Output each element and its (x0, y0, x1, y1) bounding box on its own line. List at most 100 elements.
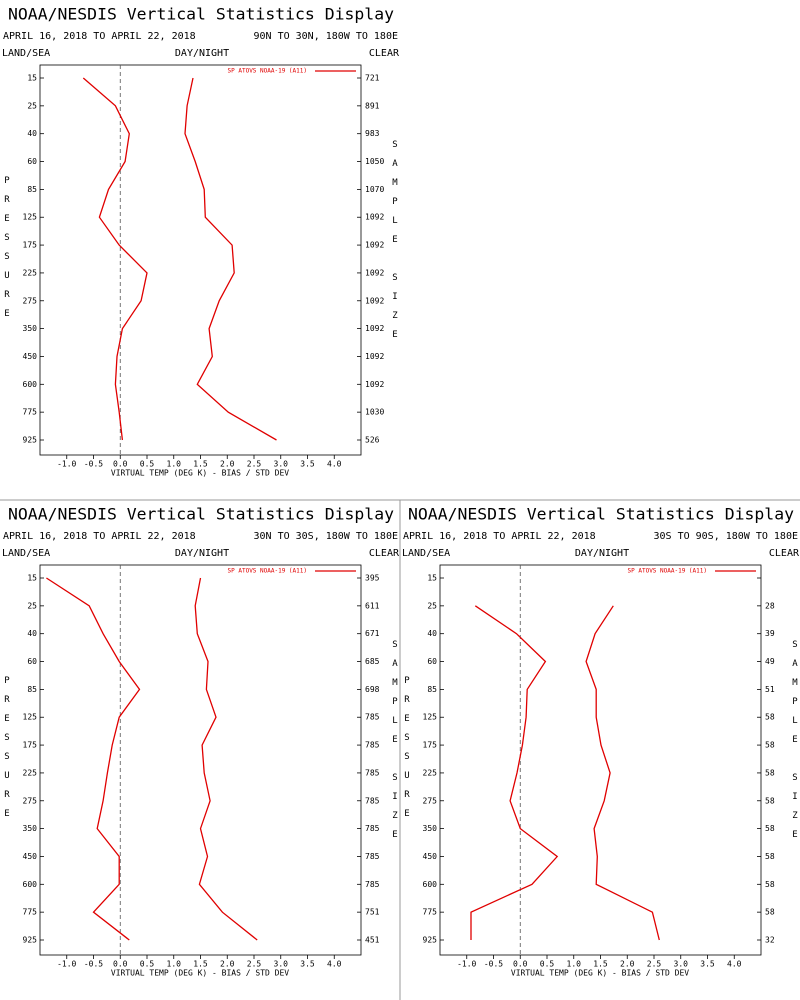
sample-size: 1050 (365, 157, 384, 166)
pressure-label: 25 (27, 101, 37, 110)
pressure-label: 25 (427, 601, 437, 610)
pressure-label: 350 (423, 824, 438, 833)
profile-line (82, 77, 148, 441)
pressure-label: 450 (23, 352, 38, 361)
x-tick-label: 0.0 (513, 960, 528, 969)
x-tick-label: -0.5 (84, 960, 103, 969)
x-tick-label: 2.0 (220, 460, 235, 469)
sample-size: 611 (365, 601, 380, 610)
sample-size: 58 (765, 796, 775, 805)
sample-size: 1092 (365, 324, 384, 333)
sample-size: 49 (765, 657, 775, 666)
x-tick-label: -1.0 (57, 460, 76, 469)
legend-label: SP ATOVS NOAA-19 (A11) (628, 568, 707, 575)
x-tick-label: -1.0 (57, 960, 76, 969)
subtitle: APRIL 16, 2018 TO APRIL 22, 2018 (403, 531, 596, 542)
profile-line (470, 605, 559, 940)
pressure-label: 25 (27, 601, 37, 610)
pressure-label: 225 (23, 268, 38, 277)
x-tick-label: 3.0 (274, 960, 289, 969)
pressure-label: 175 (23, 741, 38, 750)
chart-title: NOAA/NESDIS Vertical Statistics Display (408, 505, 794, 524)
x-axis-label: VIRTUAL TEMP (DEG K) - BIAS / STD DEV (511, 969, 689, 978)
sample-size: 721 (365, 74, 380, 83)
x-tick-label: 4.0 (327, 960, 342, 969)
clear: CLEAR (369, 48, 400, 59)
x-tick-label: 3.0 (274, 460, 289, 469)
sample-size: 983 (365, 129, 380, 138)
sample-size: 1092 (365, 268, 384, 277)
x-tick-label: 2.5 (647, 960, 662, 969)
sample-size: 28 (765, 601, 775, 610)
sample-size: 32 (765, 936, 775, 945)
x-tick-label: 2.5 (247, 960, 262, 969)
profile-line (46, 577, 141, 941)
y2-axis-label: SAMPLE SIZE (390, 140, 400, 349)
day-night: DAY/NIGHT (175, 48, 229, 59)
pressure-label: 600 (423, 880, 438, 889)
x-tick-label: -0.5 (484, 960, 503, 969)
pressure-label: 775 (23, 408, 38, 417)
sample-size: 785 (365, 824, 380, 833)
x-axis-label: VIRTUAL TEMP (DEG K) - BIAS / STD DEV (111, 969, 289, 978)
x-tick-label: 3.5 (700, 960, 715, 969)
pressure-label: 350 (23, 824, 38, 833)
pressure-label: 85 (27, 685, 37, 694)
pressure-label: 450 (23, 852, 38, 861)
x-tick-label: 3.5 (300, 960, 315, 969)
x-tick-label: 4.0 (727, 960, 742, 969)
sample-size: 1092 (365, 380, 384, 389)
pressure-label: 85 (27, 185, 37, 194)
x-tick-label: 0.5 (540, 960, 555, 969)
sample-size: 451 (365, 936, 380, 945)
y-axis-label: PRESSURE (402, 676, 412, 828)
clear: CLEAR (369, 548, 400, 559)
region: 90N TO 30N, 180W TO 180E (254, 31, 399, 42)
sample-size: 39 (765, 629, 775, 638)
sample-size: 58 (765, 741, 775, 750)
pressure-label: 275 (23, 796, 38, 805)
pressure-label: 60 (27, 657, 37, 666)
x-tick-label: 1.0 (167, 960, 182, 969)
sample-size: 58 (765, 852, 775, 861)
pressure-label: 60 (427, 657, 437, 666)
pressure-label: 125 (23, 213, 38, 222)
clear: CLEAR (769, 548, 800, 559)
pressure-label: 600 (23, 880, 38, 889)
sample-size: 1092 (365, 352, 384, 361)
x-tick-label: 0.5 (140, 960, 155, 969)
chart-title: NOAA/NESDIS Vertical Statistics Display (8, 505, 394, 524)
sample-size: 51 (765, 685, 775, 694)
pressure-label: 275 (23, 296, 38, 305)
sample-size: 698 (365, 685, 380, 694)
land-sea: LAND/SEA (2, 48, 50, 59)
sample-size: 58 (765, 908, 775, 917)
y2-axis-label: SAMPLE SIZE (390, 640, 400, 849)
profile-line (184, 77, 277, 441)
sample-size: 526 (365, 436, 380, 445)
profile-line (585, 605, 660, 941)
sample-size: 1092 (365, 213, 384, 222)
plot-frame (39, 564, 362, 956)
pressure-label: 15 (27, 74, 37, 83)
pressure-label: 15 (27, 574, 37, 583)
region: 30S TO 90S, 180W TO 180E (654, 531, 799, 542)
plot-frame (39, 64, 362, 456)
pressure-label: 225 (23, 768, 38, 777)
sample-size: 1030 (365, 408, 384, 417)
pressure-label: 175 (423, 741, 438, 750)
pressure-label: 225 (423, 768, 438, 777)
sample-size: 58 (765, 880, 775, 889)
sample-size: 891 (365, 101, 380, 110)
x-tick-label: 1.5 (193, 960, 208, 969)
x-tick-label: 0.0 (113, 460, 128, 469)
sample-size: 395 (365, 574, 380, 583)
legend-label: SP ATOVS NOAA-19 (A11) (228, 68, 307, 75)
sample-size: 58 (765, 824, 775, 833)
y-axis-label: PRESSURE (2, 676, 12, 828)
x-tick-label: 1.5 (593, 960, 608, 969)
pressure-label: 775 (23, 908, 38, 917)
pressure-label: 40 (27, 129, 37, 138)
sample-size: 751 (365, 908, 380, 917)
pressure-label: 175 (23, 241, 38, 250)
